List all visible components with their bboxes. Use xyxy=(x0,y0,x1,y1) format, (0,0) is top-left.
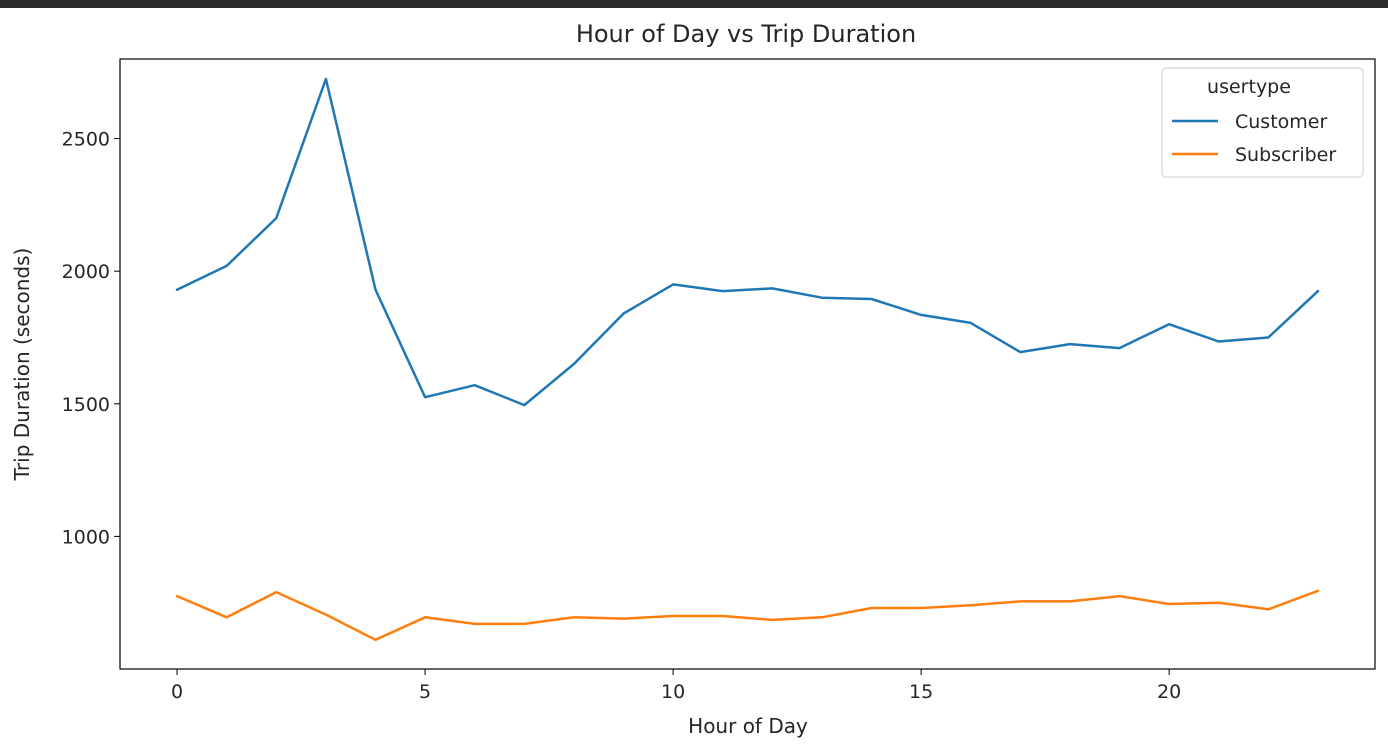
y-axis: 1000 1500 2000 2500 xyxy=(62,129,120,548)
chart-title: Hour of Day vs Trip Duration xyxy=(576,20,916,48)
y-tick-label: 2500 xyxy=(62,129,110,151)
x-axis: 0 5 10 15 20 xyxy=(171,669,1181,703)
y-axis-label: Trip Duration (seconds) xyxy=(10,248,34,482)
x-axis-label: Hour of Day xyxy=(688,714,808,738)
y-tick-label: 1500 xyxy=(62,394,110,416)
series-line-customer xyxy=(175,77,1320,407)
window-top-strip xyxy=(0,0,1388,8)
x-tick-label: 15 xyxy=(909,681,933,703)
x-tick-label: 5 xyxy=(419,681,431,703)
series-lines xyxy=(175,77,1320,642)
x-tick-label: 0 xyxy=(171,681,183,703)
series-line-subscriber xyxy=(175,589,1320,642)
y-tick-label: 2000 xyxy=(62,261,110,283)
legend-label-subscriber: Subscriber xyxy=(1235,144,1336,166)
plot-frame xyxy=(119,58,1376,670)
legend-box xyxy=(1161,67,1364,178)
legend-title: usertype xyxy=(1207,76,1291,98)
y-tick-label: 1000 xyxy=(62,526,110,548)
legend-label-customer: Customer xyxy=(1235,111,1327,133)
x-tick-label: 20 xyxy=(1157,681,1181,703)
legend: usertype Customer Subscriber xyxy=(1161,67,1364,178)
x-tick-label: 10 xyxy=(661,681,685,703)
